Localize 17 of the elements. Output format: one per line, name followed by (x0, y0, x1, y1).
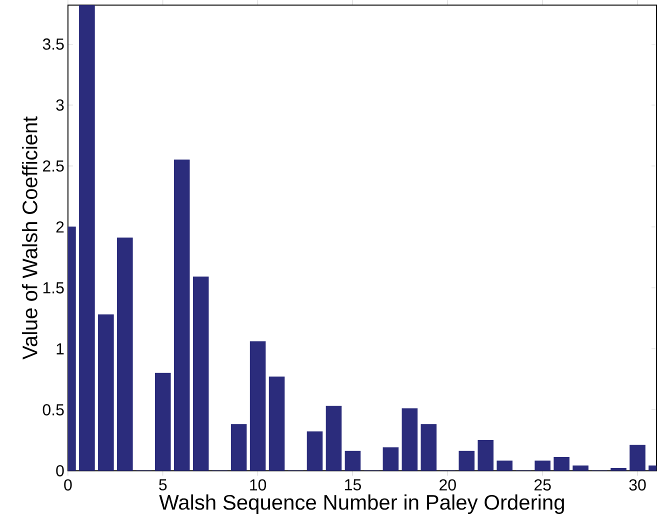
y-tick-label: 1.5 (43, 282, 64, 294)
y-tick-label: 3 (56, 100, 64, 111)
x-tick-label: 20 (440, 479, 456, 491)
y-tick-label: 0 (56, 465, 64, 477)
y-axis-title: Value of Walsh Coefficient (22, 116, 38, 360)
x-tick-label: 5 (159, 479, 167, 491)
x-tick-label: 15 (345, 479, 361, 491)
x-tick-label: 25 (534, 479, 551, 491)
x-axis-title: Walsh Sequence Number in Paley Ordering (159, 494, 564, 514)
y-tick-label: 1 (56, 343, 64, 354)
y-tick-label: 2 (56, 222, 64, 233)
y-tick-label: 0.5 (42, 404, 64, 416)
x-tick-label: 30 (629, 479, 646, 491)
x-tick-label: 10 (250, 479, 266, 491)
y-tick-label: 3.5 (42, 38, 64, 50)
y-tick-label: 2.5 (43, 160, 64, 172)
x-tick-label: 0 (64, 479, 72, 491)
